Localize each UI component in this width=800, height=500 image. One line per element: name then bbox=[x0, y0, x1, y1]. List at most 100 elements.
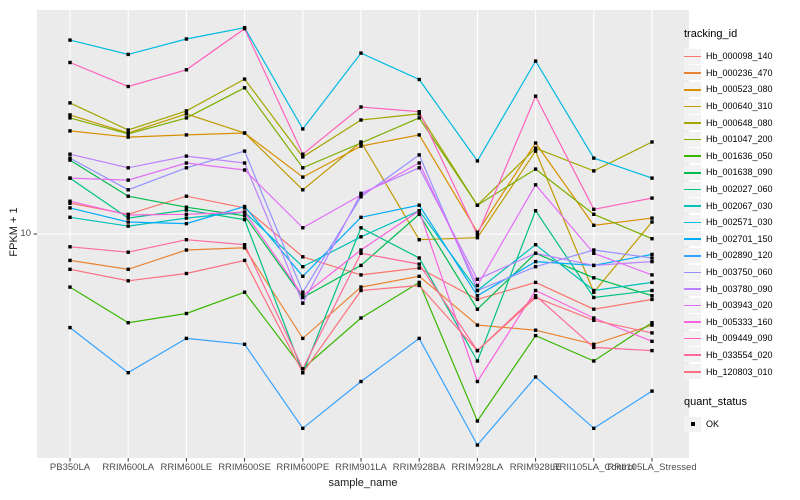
legend-key-swatch bbox=[684, 416, 701, 432]
legend-key-line-icon bbox=[684, 72, 701, 74]
data-point bbox=[475, 277, 480, 281]
data-point bbox=[126, 188, 130, 192]
legend-key-line-icon bbox=[684, 188, 701, 191]
data-point bbox=[475, 203, 480, 207]
data-point bbox=[126, 213, 130, 217]
data-point bbox=[417, 133, 421, 137]
legend-entry-Hb_000648_080: Hb_000648_080 bbox=[684, 114, 798, 131]
data-point bbox=[242, 77, 247, 81]
x-tick-label: RRIM901LA bbox=[335, 462, 387, 473]
x-tick-label: RRII105LA_Stressed bbox=[607, 462, 697, 473]
legend-key-swatch bbox=[684, 81, 701, 97]
data-point bbox=[533, 243, 538, 247]
legend-entry-Hb_000523_080: Hb_000523_080 bbox=[684, 81, 798, 98]
legend-entry-label: Hb_000648_080 bbox=[706, 117, 773, 128]
legend-shape-entries: OK bbox=[684, 416, 798, 433]
legend-entry-Hb_120803_010: Hb_120803_010 bbox=[684, 363, 798, 380]
legend-entry-label: Hb_000523_080 bbox=[706, 84, 773, 95]
data-point bbox=[417, 110, 421, 114]
data-point bbox=[184, 109, 189, 113]
data-point bbox=[359, 316, 363, 320]
data-point bbox=[242, 246, 247, 250]
data-point bbox=[126, 52, 130, 57]
data-point bbox=[533, 59, 538, 63]
legend-entry-Hb_005333_160: Hb_005333_160 bbox=[684, 314, 798, 331]
data-point bbox=[592, 212, 596, 216]
legend-entry-label: Hb_002571_030 bbox=[706, 217, 773, 228]
data-point bbox=[359, 141, 363, 145]
data-point bbox=[650, 294, 654, 298]
data-point bbox=[242, 243, 247, 247]
data-point bbox=[359, 118, 363, 122]
legend-entry-Hb_002067_030: Hb_002067_030 bbox=[684, 197, 798, 214]
data-point bbox=[359, 105, 363, 109]
data-point bbox=[592, 207, 596, 211]
data-point bbox=[68, 176, 72, 180]
legend-key-line-icon bbox=[684, 88, 701, 91]
data-point bbox=[475, 159, 480, 163]
data-point bbox=[475, 307, 480, 311]
data-point bbox=[242, 217, 247, 222]
data-point bbox=[650, 196, 654, 200]
data-point bbox=[68, 199, 72, 203]
data-point bbox=[68, 113, 72, 117]
data-point bbox=[650, 237, 654, 241]
data-point bbox=[301, 127, 305, 131]
data-point bbox=[242, 204, 247, 209]
data-point bbox=[650, 288, 654, 293]
legend-entry-label: Hb_005333_160 bbox=[706, 316, 773, 327]
legend-key-swatch bbox=[684, 115, 701, 131]
data-point bbox=[184, 248, 189, 252]
data-point bbox=[301, 371, 305, 375]
data-point bbox=[242, 161, 247, 165]
legend-entry-Hb_000640_310: Hb_000640_310 bbox=[684, 98, 798, 115]
data-point bbox=[533, 265, 538, 269]
legend-entry-label: Hb_000098_140 bbox=[706, 51, 773, 62]
x-tick-label: RRIM928BA bbox=[392, 462, 446, 473]
data-point bbox=[242, 131, 247, 135]
legend-entry-Hb_003780_090: Hb_003780_090 bbox=[684, 280, 798, 297]
data-point bbox=[126, 279, 130, 283]
data-point bbox=[184, 166, 189, 170]
data-point bbox=[475, 288, 480, 293]
data-point bbox=[126, 250, 130, 254]
data-point bbox=[592, 276, 596, 280]
data-point bbox=[301, 226, 305, 230]
data-point bbox=[533, 328, 538, 332]
legend-key-swatch bbox=[684, 164, 701, 180]
data-point bbox=[301, 367, 305, 371]
data-point bbox=[359, 273, 363, 277]
data-point bbox=[592, 426, 596, 430]
data-point bbox=[68, 60, 72, 65]
legend-key-swatch bbox=[684, 48, 701, 64]
legend-entry-Hb_003750_060: Hb_003750_060 bbox=[684, 264, 798, 281]
x-tick-label: RRIM928LA bbox=[451, 462, 504, 473]
data-point bbox=[301, 294, 305, 298]
data-point bbox=[650, 273, 654, 277]
data-point bbox=[650, 216, 654, 220]
legend-entry-label: Hb_003943_020 bbox=[706, 300, 773, 311]
data-point bbox=[68, 158, 72, 162]
data-point bbox=[301, 274, 305, 278]
data-point bbox=[242, 342, 247, 346]
data-point bbox=[126, 132, 130, 136]
legend-key-swatch bbox=[684, 181, 701, 197]
data-point bbox=[68, 101, 72, 105]
legend-key-swatch bbox=[684, 131, 701, 147]
legend-shape-title: quant_status bbox=[684, 395, 747, 408]
data-point bbox=[68, 152, 72, 156]
data-point bbox=[359, 285, 363, 289]
legend-entry-quant-status: OK bbox=[684, 416, 798, 433]
data-point bbox=[359, 195, 363, 199]
legend-entry-Hb_033554_020: Hb_033554_020 bbox=[684, 347, 798, 364]
legend-entry-label: OK bbox=[706, 419, 720, 430]
legend-key-line-icon bbox=[684, 288, 701, 290]
legend-entry-label: Hb_000640_310 bbox=[706, 101, 773, 112]
data-point bbox=[184, 208, 189, 212]
data-point bbox=[184, 154, 189, 158]
data-point bbox=[592, 295, 596, 300]
data-point bbox=[475, 419, 480, 423]
legend-entry-label: Hb_002027_060 bbox=[706, 184, 773, 195]
data-point bbox=[126, 220, 130, 224]
